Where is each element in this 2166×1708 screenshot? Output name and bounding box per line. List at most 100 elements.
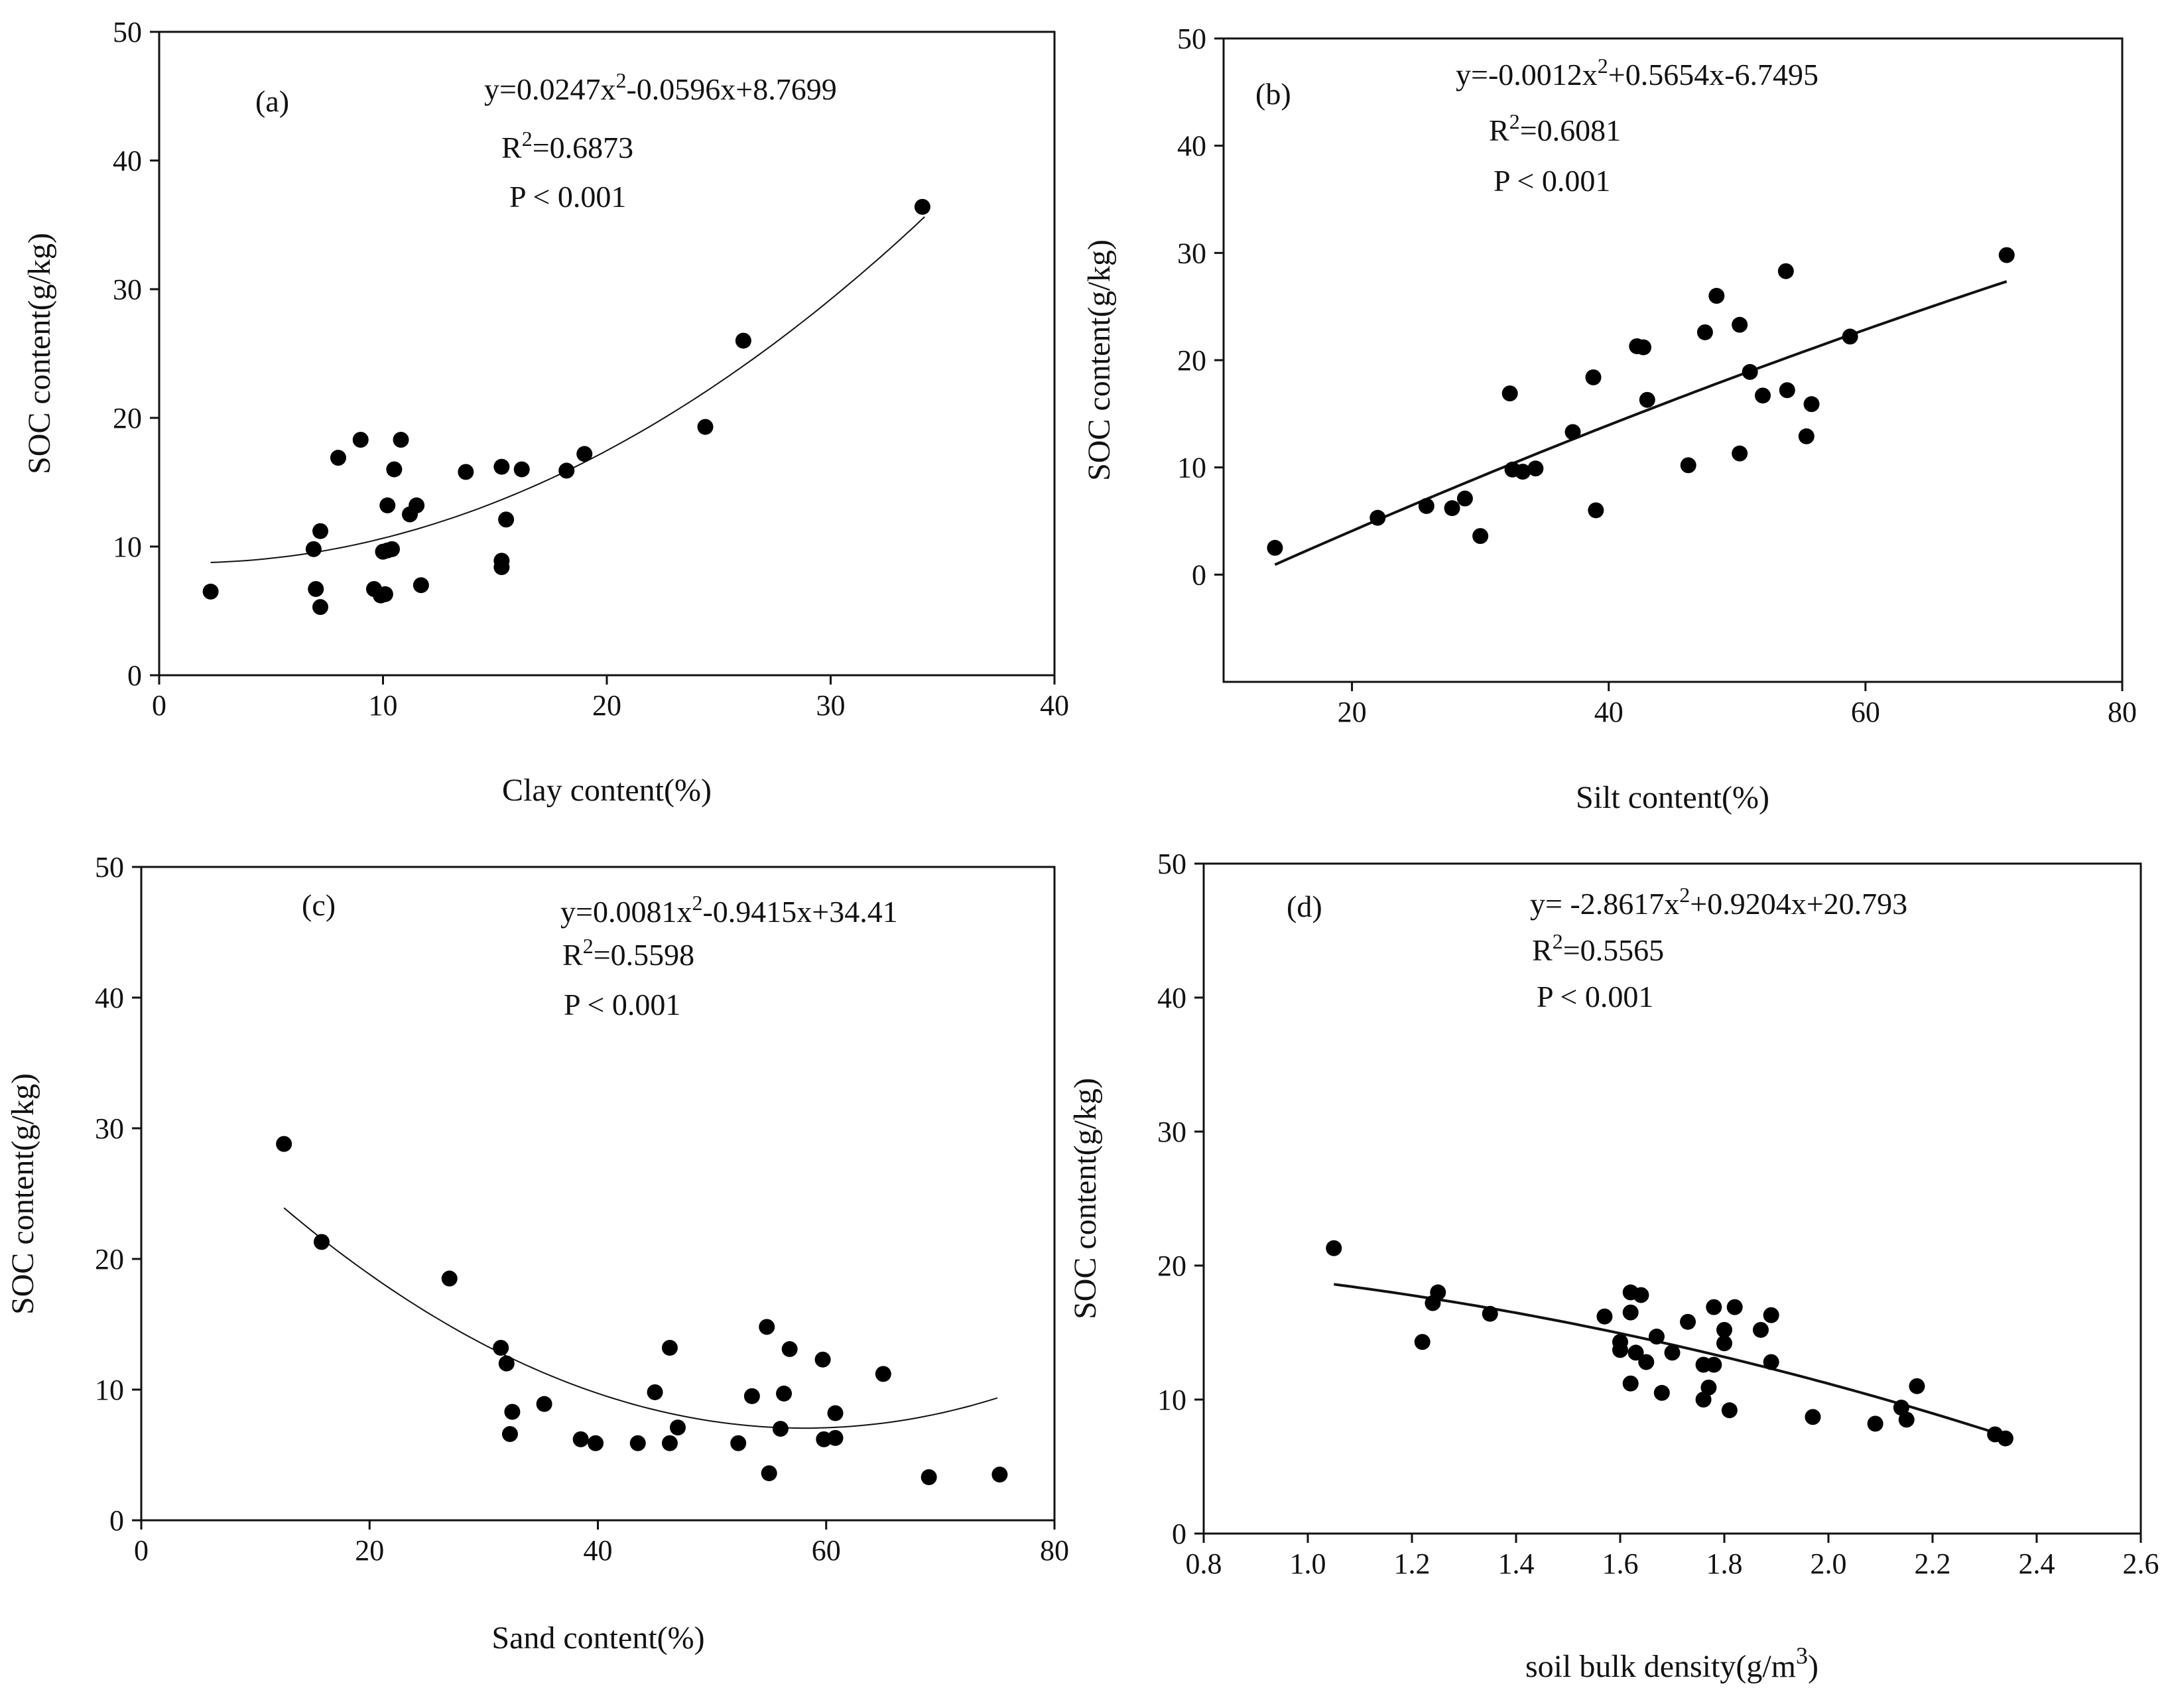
panel-d-equation-base: y= -2.8617x: [1530, 887, 1679, 921]
panel-d-x-tick-label: 2.0: [1811, 1547, 1847, 1580]
panel-a-y-tick-label: 20: [113, 402, 142, 434]
panel-b-data-point: [1732, 316, 1748, 333]
panel-b-r-squared: R2=0.6081: [1489, 109, 1621, 147]
panel-b-data-point: [1418, 497, 1434, 514]
panel-d-data-point: [1763, 1307, 1779, 1323]
panel-b-data-point: [1680, 457, 1696, 474]
panel-c-x-tick-label: 80: [1040, 1534, 1069, 1567]
panel-b-data-point: [1472, 528, 1489, 545]
panel-d-y-tick-label: 50: [1157, 848, 1186, 880]
panel-d-data-point: [1721, 1402, 1738, 1419]
panel-a-data-point: [493, 458, 510, 475]
panel-b-data-point: [1842, 328, 1858, 345]
panel-d: 0.8 1.0 1.2 1.4 1.6 1.8 2.0 2.2 2.4 2.6 0 10 20 30 40 5…: [1068, 848, 2159, 1684]
panel-b-p-value: P < 0.001: [1494, 164, 1610, 198]
panel-c-equation-superscript: 2: [692, 891, 702, 915]
panel-d-y-axis-title: SOC content(g/kg): [1068, 1078, 1103, 1319]
panel-c-equation-base: y=0.0081x: [560, 895, 692, 929]
panel-a-data-point: [558, 462, 575, 479]
panel-d-data-point: [1695, 1392, 1712, 1408]
panel-a-data-point: [413, 577, 429, 594]
panel-b: 20 40 60 80 0 10 20 30 40 50 SOC content(g/kg) Silt…: [1082, 23, 2137, 815]
panel-c-data-point: [504, 1404, 521, 1420]
panel-d-plot-frame: [1202, 862, 2142, 1535]
panel-b-r-squared-rest: =0.6081: [1520, 113, 1621, 147]
panel-d-x-axis-title-superscript: 3: [1796, 1642, 1808, 1669]
panel-d-x-axis-title: soil bulk density(g/m3): [1525, 1642, 1818, 1684]
panel-a-equation: y=0.0247x2-0.0596x+8.7699: [484, 68, 837, 106]
panel-b-y-tick-label: 50: [1177, 23, 1206, 55]
panel-a-y-axis-title: SOC content(g/kg): [22, 233, 57, 474]
panel-d-x-tick-label: 2.6: [2123, 1547, 2159, 1580]
panel-a-r-squared-superscript: 2: [522, 127, 533, 151]
panel-d-data-point: [1633, 1287, 1649, 1303]
panel-b-data-point: [1527, 460, 1544, 477]
panel-c-equation-rest: -0.9415x+34.41: [702, 895, 897, 929]
panel-d-fit-curve: [1334, 1283, 2001, 1436]
panel-b-data-point: [1798, 428, 1815, 444]
panel-d-y-tick-label: 20: [1157, 1250, 1186, 1282]
panel-d-x-tick-label: 1.0: [1290, 1547, 1326, 1580]
panel-c-x-tick-label: 40: [584, 1534, 613, 1567]
panel-c-fit-curve: [283, 1207, 998, 1429]
panel-c-x-tick-label: 60: [812, 1534, 841, 1567]
panel-c-data-point: [781, 1341, 798, 1357]
panel-a-p-value: P < 0.001: [509, 180, 626, 214]
panel-a-data-point: [735, 332, 751, 349]
panel-b-x-axis-title: Silt content(%): [1576, 780, 1769, 815]
panel-a-data-point: [409, 497, 425, 513]
panel-d-data-point: [1627, 1345, 1644, 1361]
panel-d-equation-rest: +0.9204x+20.793: [1690, 887, 1907, 921]
panel-b-equation-superscript: 2: [1598, 54, 1608, 78]
panel-a-y-tick-label: 40: [113, 145, 142, 177]
panel-d-data-point: [1612, 1342, 1628, 1358]
panel-b-data-point: [1696, 324, 1713, 340]
panel-a-fit-curve: [210, 216, 925, 563]
panel-b-data-point: [1777, 263, 1794, 279]
panel-c-y-tick-label: 0: [109, 1504, 124, 1537]
panel-c-data-point: [875, 1366, 891, 1382]
panel-b-x-tick-label: 60: [1851, 696, 1880, 728]
panel-b-data-point: [1267, 539, 1283, 556]
panel-d-r-squared-rest: =0.5565: [1563, 933, 1664, 967]
panel-c-data-point: [276, 1136, 292, 1152]
panel-c-data-point: [661, 1435, 678, 1451]
panel-c-data-point: [498, 1355, 515, 1372]
panel-d-x-tick-label: 2.4: [2019, 1547, 2055, 1580]
panel-d-data-point: [1706, 1299, 1722, 1315]
panel-b-equation: y=-0.0012x2+0.5654x-6.7495: [1456, 54, 1818, 92]
panel-b-y-tick-label: 40: [1177, 130, 1206, 163]
panel-c-y-tick-label: 40: [95, 982, 124, 1014]
panel-c-data-point: [772, 1421, 789, 1437]
panel-b-data-point: [1998, 247, 2015, 263]
panel-b-y-tick-label: 20: [1177, 344, 1206, 377]
panel-d-data-point: [1706, 1356, 1722, 1373]
panel-c-data-point: [313, 1234, 330, 1250]
panel-a-equation-rest: -0.0596x+8.7699: [626, 72, 836, 106]
panel-c-data-point: [493, 1339, 509, 1356]
panel-a-x-tick-label: 0: [152, 689, 166, 722]
panel-a-data-point: [379, 497, 396, 513]
panel-b-y-tick-label: 10: [1177, 452, 1206, 484]
panel-a-y-tick-label: 10: [113, 531, 142, 563]
panel-b-fit-curve: [1274, 280, 2007, 566]
panel-d-y-tick-label: 0: [1172, 1518, 1186, 1550]
panel-a-tag: (a): [255, 84, 289, 118]
panel-d-data-point: [1898, 1412, 1915, 1428]
panel-d-x-tick-label: 1.8: [1706, 1547, 1743, 1580]
panel-a-equation-base: y=0.0247x: [484, 72, 615, 106]
panel-c-x-axis-title: Sand content(%): [491, 1620, 704, 1656]
panel-a-data-point: [305, 541, 322, 557]
panel-b-plot-frame: [1222, 37, 2124, 683]
panel-d-data-point: [1700, 1379, 1717, 1396]
panel-a-data-point: [493, 553, 510, 569]
panel-c-data-point: [743, 1388, 760, 1404]
panel-c-data-point: [441, 1270, 458, 1287]
panel-c-data-point: [501, 1425, 518, 1442]
panel-c-data-point: [629, 1435, 646, 1451]
panel-b-x-tick-label: 80: [2108, 696, 2137, 728]
panel-d-data-point: [1909, 1378, 1925, 1394]
panel-c-y-axis-title: SOC content(g/kg): [5, 1073, 40, 1315]
panel-d-data-point: [1326, 1240, 1342, 1256]
